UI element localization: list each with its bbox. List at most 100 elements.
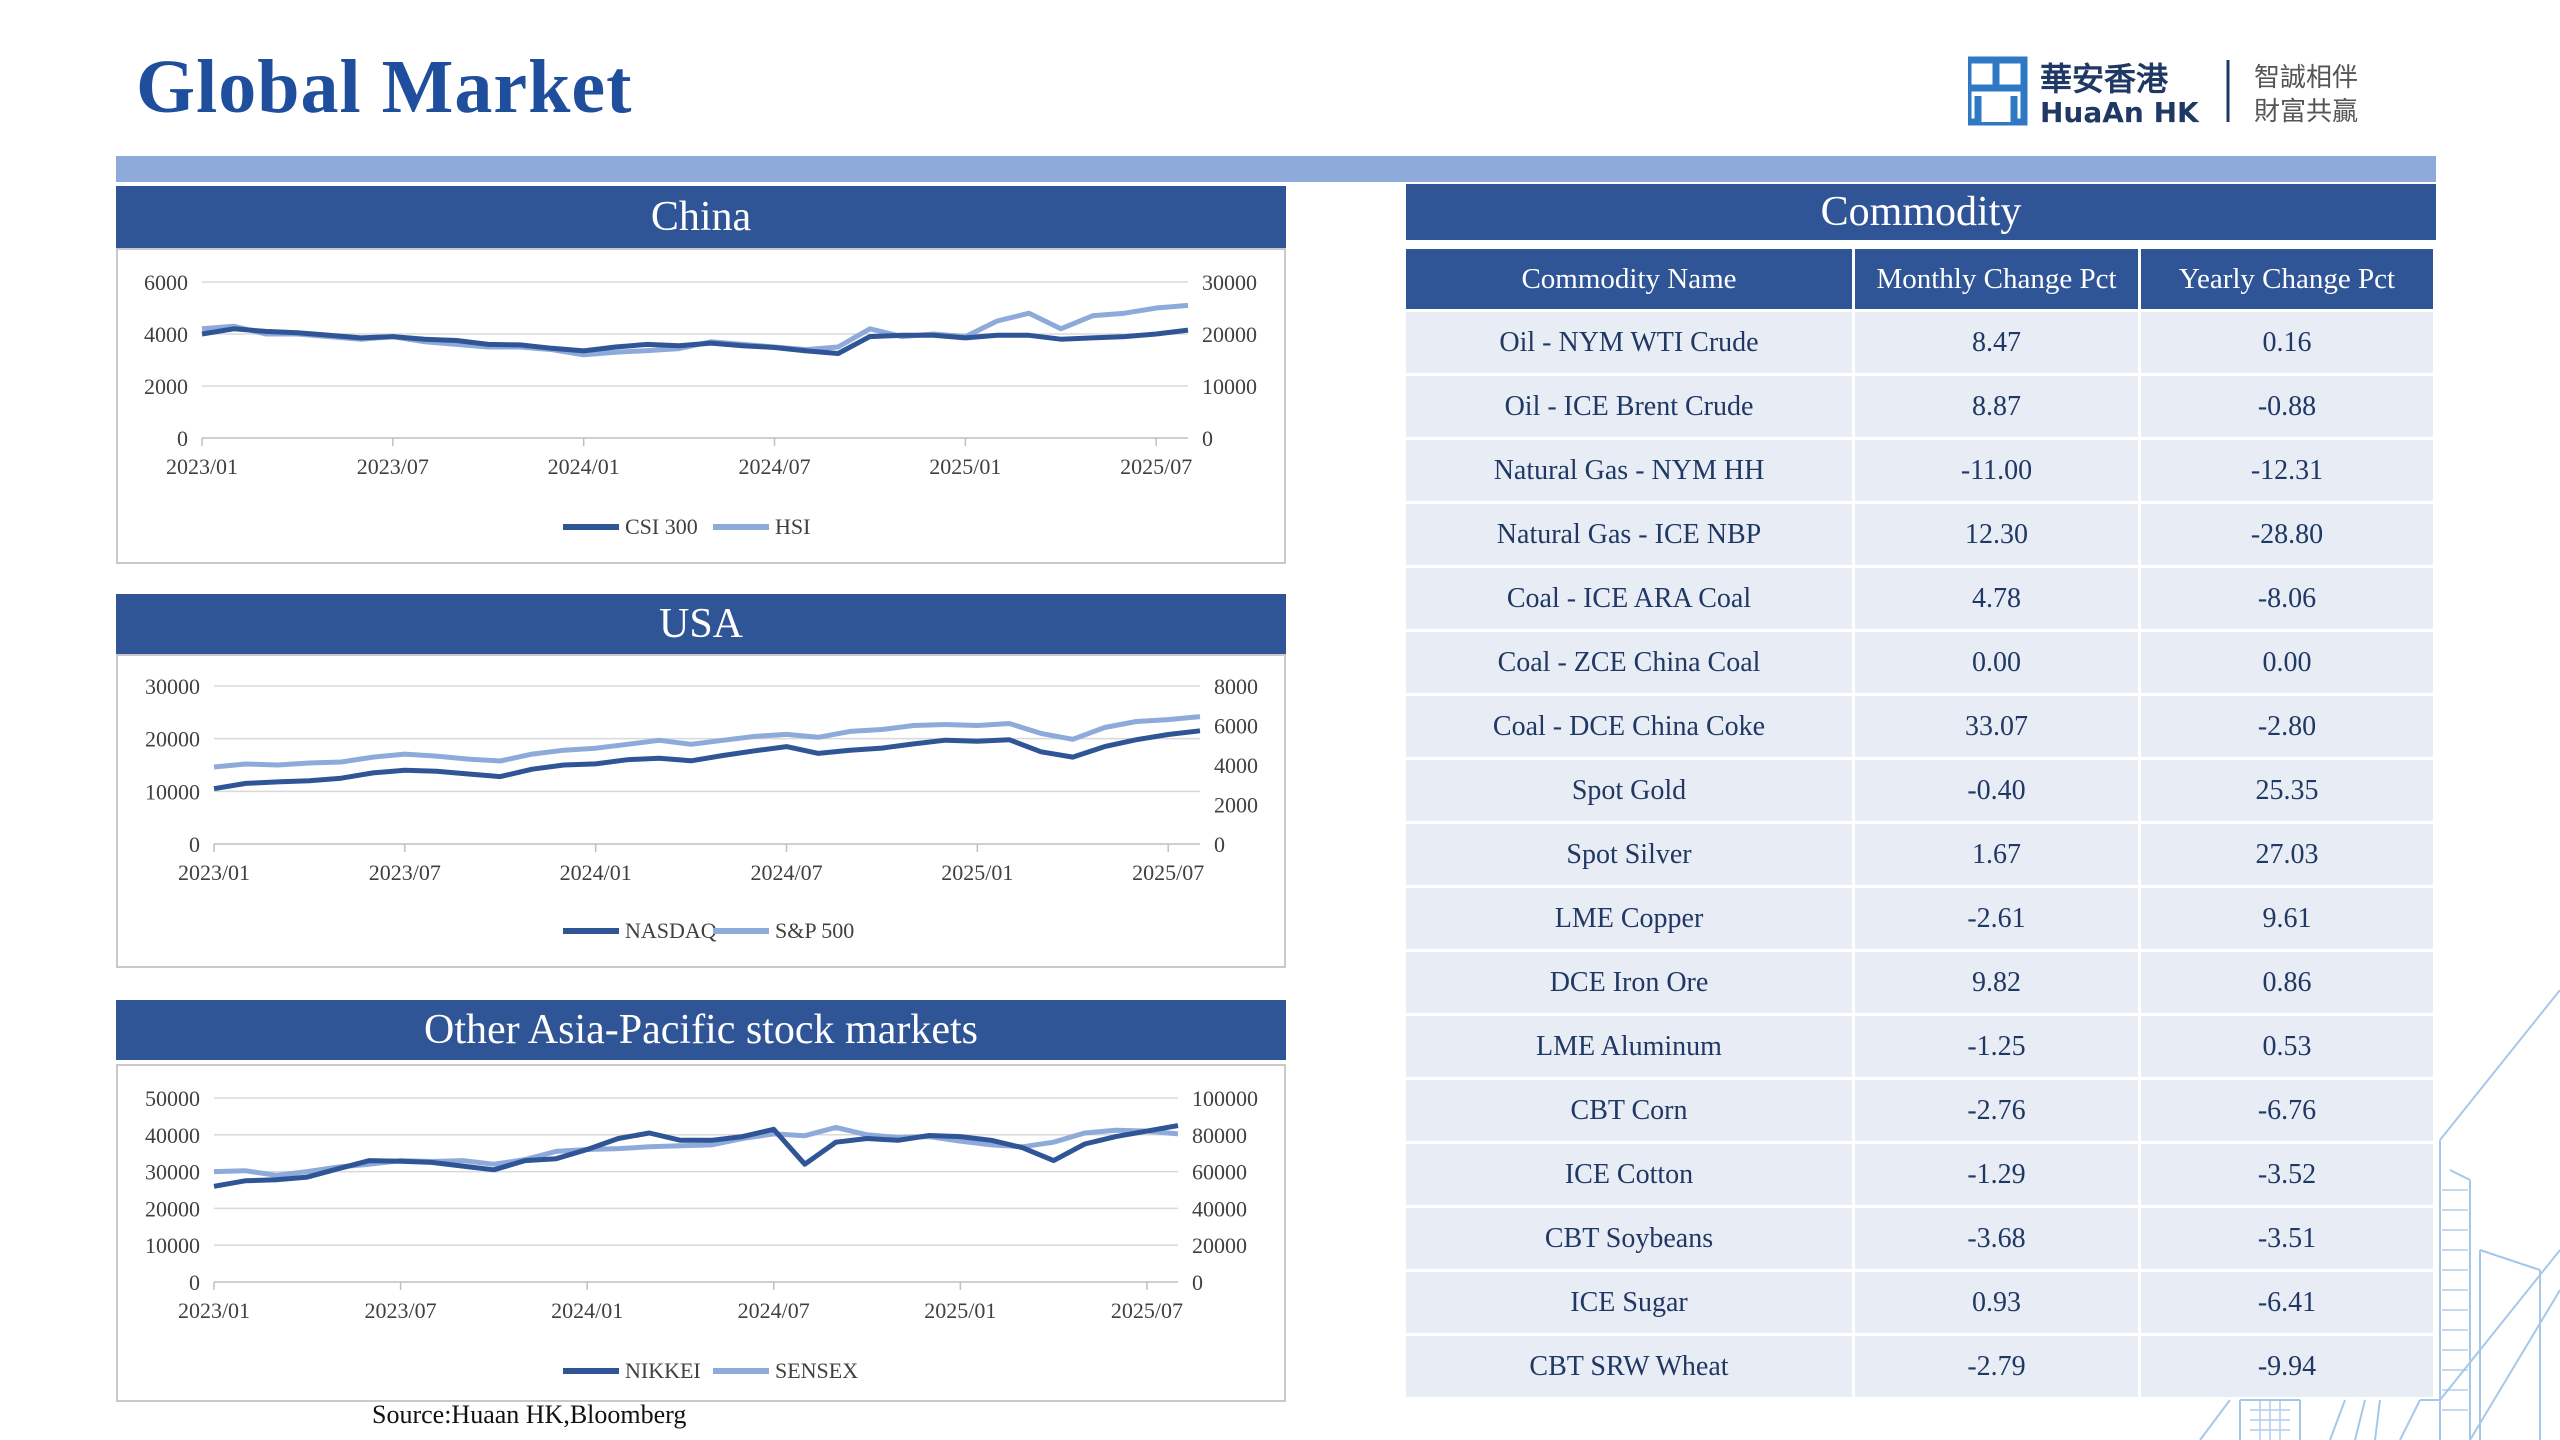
china-header-label: China (650, 194, 752, 240)
yearly-change: -0.88 (2141, 376, 2433, 437)
left-axis-tick-label: 2000 (144, 374, 188, 399)
yearly-change: 25.35 (2141, 760, 2433, 821)
monthly-change: 4.78 (1855, 568, 2138, 629)
yearly-change: -6.76 (2141, 1080, 2433, 1141)
right-axis-tick-label: 10000 (1202, 374, 1257, 399)
commodity-table: Commodity Name Monthly Change Pct Yearly… (1403, 246, 2436, 1400)
table-row: CBT Soybeans -3.68 -3.51 (1406, 1208, 2433, 1269)
right-axis-tick-label: 80000 (1192, 1123, 1247, 1148)
left-axis-tick-label: 20000 (145, 1196, 200, 1221)
monthly-change: 8.47 (1855, 312, 2138, 373)
china-panel-header: China (116, 186, 1286, 248)
right-axis-tick-label: 0 (1202, 426, 1213, 451)
table-row: ICE Cotton -1.29 -3.52 (1406, 1144, 2433, 1205)
left-axis-tick-label: 30000 (145, 1160, 200, 1185)
yearly-change: 0.16 (2141, 312, 2433, 373)
asia-chart-svg: 0 10000 20000 30000 40000 50000 0 20000 40000 600… (145, 1086, 1258, 1383)
table-row: ICE Sugar 0.93 -6.41 (1406, 1272, 2433, 1333)
left-axis-tick-label: 30000 (145, 674, 200, 699)
column-header-monthly: Monthly Change Pct (1855, 249, 2138, 309)
monthly-change: 0.00 (1855, 632, 2138, 693)
monthly-change: 12.30 (1855, 504, 2138, 565)
x-axis-tick-label: 2024/07 (738, 1298, 810, 1323)
monthly-change: -11.00 (1855, 440, 2138, 501)
decorative-building-graphic (2199, 990, 2560, 1440)
yearly-change: 0.86 (2141, 952, 2433, 1013)
table-row: LME Aluminum -1.25 0.53 (1406, 1016, 2433, 1077)
monthly-change: 9.82 (1855, 952, 2138, 1013)
legend-label: NASDAQ (625, 918, 717, 943)
table-row: Natural Gas - ICE NBP 12.30 -28.80 (1406, 504, 2433, 565)
huaan-logo: 華安香港 HuaAn HK 智誠相伴 財富共贏 (1968, 56, 2358, 126)
commodity-name: Coal - ICE ARA Coal (1406, 568, 1852, 629)
yearly-change: -28.80 (2141, 504, 2433, 565)
x-axis-tick-label: 2024/01 (551, 1298, 623, 1323)
yearly-change: -12.31 (2141, 440, 2433, 501)
table-row: LME Copper -2.61 9.61 (1406, 888, 2433, 949)
monthly-change: -0.40 (1855, 760, 2138, 821)
right-axis-tick-label: 0 (1192, 1270, 1203, 1295)
table-row: Coal - DCE China Coke 33.07 -2.80 (1406, 696, 2433, 757)
table-row: Spot Gold -0.40 25.35 (1406, 760, 2433, 821)
series-line-nasdaq (213, 728, 1201, 792)
usa-panel-header: USA (116, 594, 1286, 654)
commodity-name: Coal - ZCE China Coal (1406, 632, 1852, 693)
series-line-nikkei (213, 1123, 1179, 1189)
commodity-name: Spot Silver (1406, 824, 1852, 885)
x-axis-tick-label: 2025/01 (929, 454, 1001, 479)
china-chart-svg: 0 2000 4000 6000 0 10000 20000 30000 2023/01 2023… (144, 270, 1257, 539)
legend-label: S&P 500 (775, 918, 854, 943)
commodity-name: CBT Soybeans (1406, 1208, 1852, 1269)
right-axis-tick-label: 40000 (1192, 1196, 1247, 1221)
logo-mark-icon (1968, 56, 2028, 126)
asia-panel-header: Other Asia-Pacific stock markets (116, 1000, 1286, 1060)
usa-chart: 0 10000 20000 30000 0 2000 4000 6000 8000 2023/01… (116, 654, 1286, 968)
monthly-change: -3.68 (1855, 1208, 2138, 1269)
right-axis-tick-label: 2000 (1214, 793, 1258, 818)
source-note: Source:Huaan HK,Bloomberg (372, 1400, 687, 1429)
left-axis-tick-label: 0 (177, 426, 188, 451)
left-axis-tick-label: 50000 (145, 1086, 200, 1111)
table-row: Coal - ICE ARA Coal 4.78 -8.06 (1406, 568, 2433, 629)
commodity-name: Natural Gas - NYM HH (1406, 440, 1852, 501)
commodity-name: ICE Sugar (1406, 1272, 1852, 1333)
right-axis-tick-label: 20000 (1192, 1233, 1247, 1258)
logo-slogan-2: 財富共贏 (2254, 97, 2358, 126)
series-line-csi-300 (201, 326, 1189, 356)
yearly-change: -9.94 (2141, 1336, 2433, 1397)
monthly-change: -1.25 (1855, 1016, 2138, 1077)
right-axis-tick-label: 8000 (1214, 674, 1258, 699)
left-axis-tick-label: 10000 (145, 1233, 200, 1258)
left-axis-tick-label: 10000 (145, 779, 200, 804)
commodity-name: Natural Gas - ICE NBP (1406, 504, 1852, 565)
logo-slogan-1: 智誠相伴 (2254, 63, 2358, 93)
yearly-change: -2.80 (2141, 696, 2433, 757)
commodity-name: Oil - NYM WTI Crude (1406, 312, 1852, 373)
left-axis-tick-label: 0 (189, 832, 200, 857)
top-divider-bar (116, 156, 2436, 182)
right-axis-tick-label: 6000 (1214, 714, 1258, 739)
right-axis-tick-label: 60000 (1192, 1160, 1247, 1185)
commodity-name: LME Aluminum (1406, 1016, 1852, 1077)
x-axis-tick-label: 2023/07 (357, 454, 429, 479)
asia-header-label: Other Asia-Pacific stock markets (424, 1007, 978, 1053)
x-axis-tick-label: 2023/07 (369, 860, 441, 885)
commodity-name: LME Copper (1406, 888, 1852, 949)
x-axis-tick-label: 2024/01 (560, 860, 632, 885)
right-axis-tick-label: 100000 (1192, 1086, 1258, 1111)
right-axis-tick-label: 0 (1214, 832, 1225, 857)
table-row: Spot Silver 1.67 27.03 (1406, 824, 2433, 885)
yearly-change: 0.00 (2141, 632, 2433, 693)
right-axis-tick-label: 20000 (1202, 322, 1257, 347)
monthly-change: -2.79 (1855, 1336, 2138, 1397)
asia-chart: 0 10000 20000 30000 40000 50000 0 20000 40000 600… (116, 1064, 1286, 1402)
left-axis-tick-label: 20000 (145, 727, 200, 752)
x-axis-tick-label: 2024/01 (548, 454, 620, 479)
monthly-change: -2.76 (1855, 1080, 2138, 1141)
right-axis-tick-label: 4000 (1214, 753, 1258, 778)
page-title: Global Market (136, 45, 633, 129)
x-axis-tick-label: 2023/01 (178, 860, 250, 885)
logo-cn-name: 華安香港 (2040, 60, 2169, 98)
column-header-name: Commodity Name (1406, 249, 1852, 309)
x-axis-tick-label: 2025/07 (1132, 860, 1204, 885)
